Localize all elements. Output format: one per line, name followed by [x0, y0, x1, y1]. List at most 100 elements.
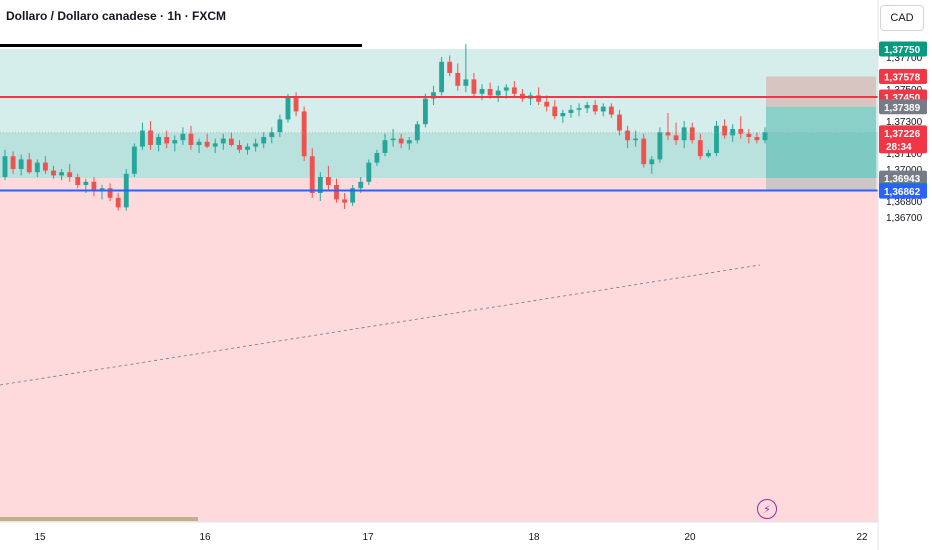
countdown-label: 28:34 [886, 142, 912, 153]
candle-body [423, 98, 428, 125]
candle-body [156, 137, 162, 145]
chart-title: Dollaro / Dollaro canadese · 1h · FXCM [6, 9, 227, 23]
candle-body [455, 73, 461, 86]
price-tag-label: 1,37578 [884, 73, 921, 84]
candle-body [746, 133, 752, 137]
projection-loss-box [766, 76, 876, 107]
candle-body [697, 140, 703, 157]
candle-body [495, 90, 501, 96]
candle-body [471, 79, 477, 94]
loss-zone [0, 178, 878, 522]
candle-body [439, 61, 445, 93]
candle-body [722, 125, 727, 136]
profit-zone-upper [0, 49, 878, 133]
candle-body [447, 61, 453, 73]
y-tick-label: 1,37000 [886, 165, 923, 176]
candle-body [59, 172, 65, 176]
candle-body [536, 95, 542, 102]
candle-body [18, 159, 24, 169]
candle-body [592, 105, 598, 112]
candle-body [269, 132, 275, 137]
x-tick-label: 20 [684, 532, 696, 543]
candle-body [544, 101, 550, 107]
candle-body [83, 181, 89, 185]
candle-body [382, 140, 388, 153]
candle-body [196, 141, 202, 145]
candle-body [91, 181, 97, 192]
price-tag-label: 1,37450 [884, 93, 921, 104]
candle-body [131, 146, 137, 174]
candle-body [479, 89, 485, 94]
x-tick-label: 22 [856, 532, 868, 543]
candle-body [43, 162, 48, 171]
candle-body [309, 156, 315, 193]
candle-body [503, 87, 509, 91]
candle-body [398, 138, 404, 144]
y-tick-label: 1,36700 [886, 213, 923, 224]
candle-body [293, 97, 299, 112]
candle-body [738, 129, 744, 134]
candle-body [689, 127, 695, 141]
x-tick-label: 15 [34, 532, 46, 543]
price-tag-label: 1,37389 [884, 103, 921, 114]
y-tick-label: 1,37300 [886, 117, 923, 128]
price-tag [879, 183, 927, 199]
candle-body [568, 109, 574, 113]
candle-body [172, 140, 178, 144]
candle-body [560, 113, 566, 117]
projection-gray-box [766, 178, 876, 191]
candle-body [608, 106, 614, 115]
candle-body [487, 89, 493, 96]
candle-body [705, 153, 711, 157]
candle-body [681, 127, 687, 141]
candle-body [657, 132, 663, 160]
candle-body [245, 146, 250, 150]
candle-body [220, 138, 226, 144]
candle-body [390, 138, 396, 141]
range-marker [0, 517, 198, 521]
candle-body [366, 162, 372, 182]
candle-body [285, 97, 291, 120]
candle-body [334, 185, 339, 200]
candle-body [277, 119, 283, 133]
candle-body [212, 143, 218, 147]
profit-zone-lower [0, 132, 878, 179]
candle-body [665, 132, 671, 136]
lightning-icon[interactable]: ⚡ [757, 499, 777, 519]
trend-line [0, 264, 761, 386]
candle-body [237, 145, 242, 150]
candle-body [140, 130, 145, 147]
candle-body [180, 133, 186, 141]
candle-body [317, 177, 323, 193]
candle-body [253, 143, 259, 147]
candle-body [431, 92, 436, 99]
candle-body [730, 129, 736, 136]
candle-body [358, 181, 364, 189]
candle-body [301, 111, 307, 157]
candle-body [164, 137, 170, 144]
candle-body [350, 188, 356, 203]
candle-body [107, 188, 113, 198]
candle-body [204, 141, 210, 147]
candle-body [75, 177, 81, 185]
candle-body [617, 114, 622, 131]
candle-body [641, 138, 647, 165]
price-tag-label: 1,36862 [884, 187, 921, 198]
price-tag-label: 1,37226 [884, 129, 921, 140]
currency-button[interactable]: CAD [880, 5, 924, 31]
candle-body [414, 124, 420, 141]
candle-body [325, 177, 331, 185]
candle-body [714, 125, 719, 153]
y-tick-label: 1,36800 [886, 197, 923, 208]
y-tick-label: 1,37700 [886, 53, 923, 64]
candle-body [406, 140, 412, 144]
price-tag [879, 170, 927, 186]
candle-body [600, 106, 606, 112]
candle-body [67, 172, 73, 177]
x-tick-label: 18 [528, 532, 540, 543]
candle-body [188, 133, 194, 145]
candle-body [51, 170, 56, 176]
x-tick-label: 16 [199, 532, 211, 543]
candle-body [2, 156, 8, 177]
